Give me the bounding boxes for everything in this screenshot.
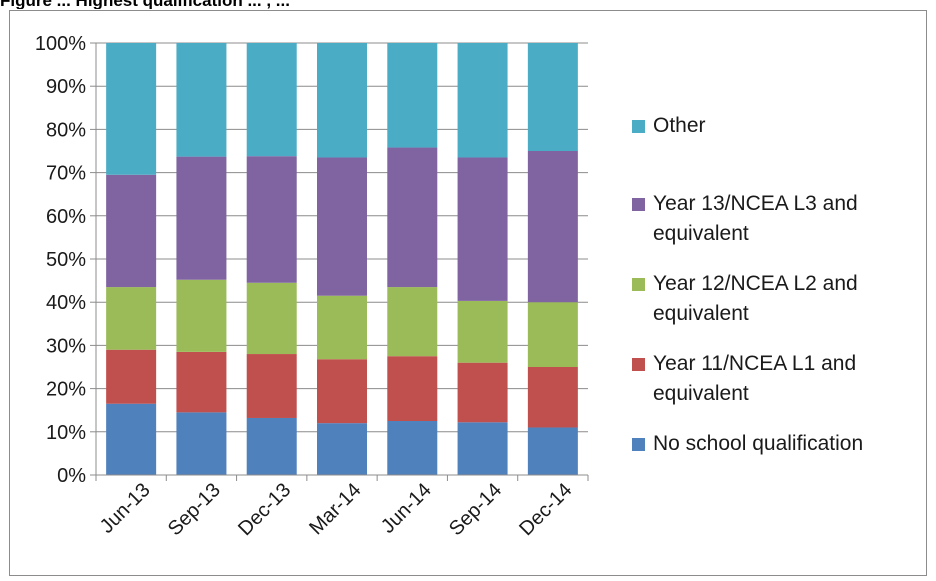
legend-label: No school qualification <box>653 432 864 455</box>
y-tick-label: 0% <box>57 465 86 487</box>
bar-segment <box>106 287 157 350</box>
bar-segment <box>457 362 508 423</box>
legend-label: Year 12/NCEA L2 and equivalent <box>653 272 858 325</box>
bar-segment <box>106 349 157 404</box>
y-tick-label: 10% <box>46 422 86 444</box>
legend-label: Other <box>653 114 706 137</box>
bar-segment <box>387 421 438 475</box>
bar-segment <box>106 403 157 475</box>
legend-item: No school qualification <box>632 429 933 459</box>
bars <box>106 43 578 475</box>
bar-segment <box>317 423 367 475</box>
x-tick-label: Mar-14 <box>305 479 365 539</box>
bar-segment <box>317 359 367 424</box>
bar-segment <box>527 367 578 428</box>
bar-segment <box>317 295 367 360</box>
y-tick-label: 90% <box>46 76 86 98</box>
y-tick-labels: 0% 10% 20% 30% 40% 50% 60% 70% 80% 90% 100% <box>35 33 86 487</box>
bar-segment <box>527 302 578 367</box>
bar-segment <box>176 412 227 475</box>
y-tick-label: 60% <box>46 206 86 228</box>
x-tick-label: Sep-13 <box>164 479 225 540</box>
legend-item: Year 12/NCEA L2 and equivalent <box>632 269 933 329</box>
bar-segment <box>106 174 157 288</box>
legend-swatch <box>632 198 645 211</box>
y-tick-label: 70% <box>46 163 86 185</box>
y-tick-label: 50% <box>46 249 86 271</box>
bar-segment <box>527 43 578 151</box>
bar-segment <box>246 354 297 418</box>
bar-segment <box>176 43 227 157</box>
x-tick-label: Jun-14 <box>377 479 436 538</box>
y-tick-label: 20% <box>46 379 86 401</box>
legend-item: Other <box>632 111 933 141</box>
figure-caption: Figure ... Highest qualification ... , .… <box>0 0 936 9</box>
x-tick-label: Dec-14 <box>515 479 576 540</box>
x-tick-label: Sep-14 <box>445 479 506 540</box>
bar-segment <box>527 427 578 475</box>
bar-segment <box>387 43 438 148</box>
bar-segment <box>527 151 578 303</box>
legend: Other Year 13/NCEA L3 and equivalent Year … <box>632 0 932 581</box>
bar-segment <box>317 43 367 158</box>
legend-item: Year 13/NCEA L3 and equivalent <box>632 189 933 249</box>
legend-item: Year 11/NCEA L1 and equivalent <box>632 349 933 409</box>
bar-segment <box>176 351 227 413</box>
y-tick-label: 30% <box>46 335 86 357</box>
bar-segment <box>176 156 227 280</box>
legend-swatch <box>632 120 645 133</box>
legend-swatch <box>632 438 645 451</box>
axes <box>95 43 588 476</box>
legend-swatch <box>632 278 645 291</box>
bar-segment <box>317 157 367 296</box>
bar-segment <box>246 43 297 157</box>
legend-label: Year 11/NCEA L1 and equivalent <box>653 352 857 405</box>
bar-segment <box>457 422 508 475</box>
bar-segment <box>387 287 438 357</box>
y-tick-label: 40% <box>46 292 86 314</box>
bar-segment <box>106 43 157 175</box>
x-tick-labels: Jun-13 Sep-13 Dec-13 Mar-14 Jun-14 Sep-14 Dec-… <box>95 475 589 540</box>
x-tick-label: Jun-13 <box>96 479 155 538</box>
bar-segment <box>176 279 227 352</box>
bar-segment <box>457 157 508 301</box>
y-tick-label: 100% <box>35 33 86 55</box>
bar-segment <box>387 147 438 288</box>
bar-segment <box>246 417 297 475</box>
bar-segment <box>246 282 297 355</box>
legend-swatch <box>632 358 645 371</box>
bar-segment <box>457 300 508 363</box>
bar-segment <box>457 43 508 158</box>
bar-segment <box>246 156 297 283</box>
y-tick-label: 80% <box>46 119 86 141</box>
legend-label: Year 13/NCEA L3 and equivalent <box>653 192 858 245</box>
x-tick-label: Dec-13 <box>234 479 295 540</box>
bar-segment <box>387 356 438 421</box>
